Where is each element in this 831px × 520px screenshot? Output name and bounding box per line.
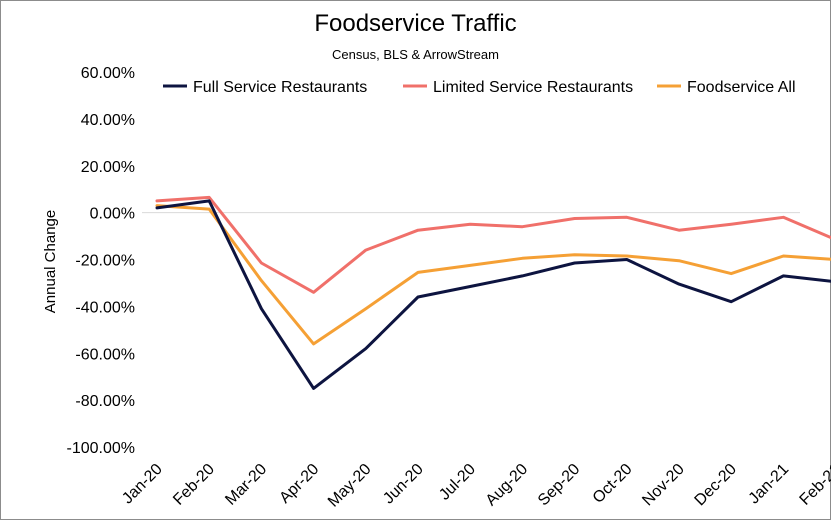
legend-label-1: Full Service Restaurants <box>193 79 367 96</box>
x-tick-label: Mar-20 <box>222 461 270 509</box>
y-tick-label: -40.00% <box>75 299 135 316</box>
y-tick-label: 60.00% <box>81 65 135 82</box>
series-line-2 <box>155 195 831 294</box>
chart-subtitle: Census, BLS & ArrowStream <box>332 47 499 62</box>
x-tick-label: Aug-20 <box>483 461 532 510</box>
legend-label-3: Foodservice All <box>687 79 796 96</box>
y-tick-label: 0.00% <box>90 206 135 223</box>
x-tick-label: May-20 <box>325 461 375 511</box>
series-line-3 <box>155 204 831 346</box>
y-tick-label: -60.00% <box>75 346 135 363</box>
legend-label-2: Limited Service Restaurants <box>433 79 633 96</box>
x-tick-label: Oct-20 <box>590 461 636 507</box>
y-tick-label: -20.00% <box>75 253 135 270</box>
y-tick-label: 20.00% <box>81 159 135 176</box>
x-tick-label: Sep-20 <box>535 461 584 510</box>
x-tick-label: Jan-21 <box>746 461 793 508</box>
x-tick-label: Dec-20 <box>692 461 741 510</box>
x-tick-label: Jan-20 <box>119 461 166 508</box>
x-tick-label: Apr-20 <box>276 461 322 507</box>
y-tick-label: -100.00% <box>67 440 136 457</box>
series-line-1 <box>155 199 831 390</box>
x-tick-label: Jul-20 <box>436 461 479 504</box>
chart-title: Foodservice Traffic <box>314 10 517 37</box>
x-tick-label: Feb-21 <box>797 461 831 509</box>
x-tick-label: Jun-20 <box>380 461 427 508</box>
x-tick-label: Nov-20 <box>639 461 688 510</box>
x-tick-label: Feb-20 <box>170 461 218 509</box>
y-axis-title: Annual Change <box>42 210 59 313</box>
y-tick-label: 40.00% <box>81 112 135 129</box>
y-tick-label: -80.00% <box>75 393 135 410</box>
